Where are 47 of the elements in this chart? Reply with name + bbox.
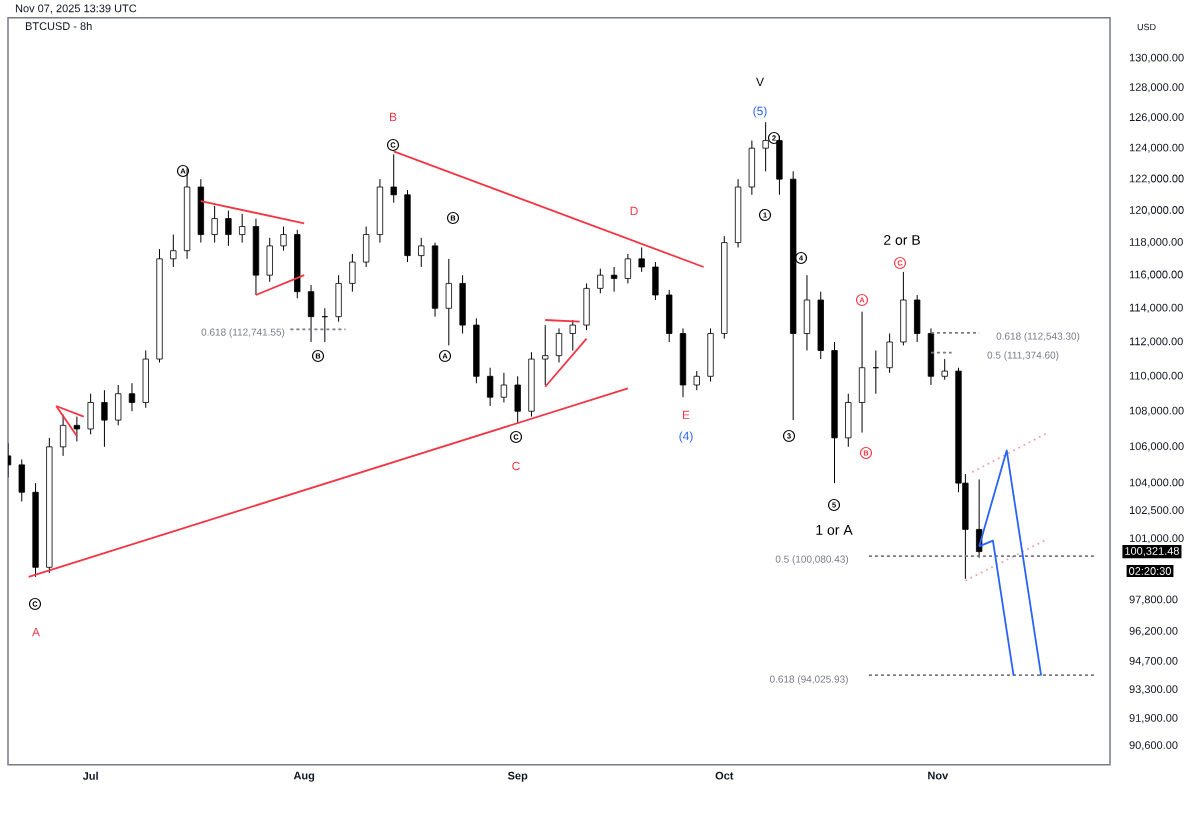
annotation: (5): [753, 106, 767, 118]
y-tick-label: 91,900.00: [1129, 714, 1178, 724]
y-axis-title: USD: [1137, 23, 1156, 31]
x-tick-label: Jul: [82, 771, 98, 780]
y-tick-label: 116,000.00: [1129, 270, 1183, 280]
y-tick-label: 102,500.00: [1129, 506, 1184, 516]
chart-title: BTCUSD - 8h: [25, 21, 92, 31]
annotation: 0.5 (100,080.43): [775, 555, 849, 565]
y-tick-label: 118,000.00: [1129, 238, 1183, 248]
x-tick-label: Aug: [293, 771, 315, 782]
y-tick-label: 96,200.00: [1129, 626, 1178, 637]
y-tick-label: 122,000.00: [1129, 174, 1184, 184]
y-tick-label: 100,321.48: [1125, 547, 1179, 557]
y-tick-label: 93,300.00: [1129, 685, 1178, 695]
annotation: C: [512, 461, 520, 471]
y-tick-label: 104,000.00: [1129, 478, 1184, 488]
y-tick-label: 97,800.00: [1129, 595, 1178, 605]
y-tick-label: 110,000.00: [1129, 371, 1183, 381]
text: 02:20:30: [1129, 567, 1171, 575]
y-tick-label: 112,000.00: [1129, 337, 1183, 347]
y-tick-label: 114,000.00: [1129, 303, 1183, 313]
annotation: A: [32, 627, 40, 637]
chart-subtitle: Nov 07, 2025 13:39 UTC: [15, 4, 137, 14]
x-tick-label: Sep: [507, 771, 528, 782]
annotation: (4): [679, 431, 693, 443]
annotation: 0.618 (94,025.93): [769, 675, 848, 685]
x-tick-label: Oct: [715, 771, 734, 780]
annotation: 0.5 (111,374.60): [987, 351, 1059, 361]
y-tick-label: 128,000.00: [1129, 83, 1184, 93]
annotation: 1 or A: [816, 525, 853, 535]
annotation: 0.618 (112,543.30): [996, 332, 1080, 342]
y-tick-label: 101,000.00: [1129, 534, 1184, 544]
y-tick-label: 94,700.00: [1129, 656, 1178, 666]
y-tick-label: 90,600.00: [1129, 741, 1178, 751]
y-tick-label: 126,000.00: [1129, 113, 1184, 123]
y-tick-label: 120,000.00: [1129, 206, 1184, 216]
y-tick-label: 130,000.00: [1129, 53, 1184, 63]
y-tick-label: 106,000.00: [1129, 442, 1184, 452]
annotation: B: [390, 112, 397, 122]
annotation: D: [630, 206, 638, 216]
annotation: 0.618 (112,741.55): [201, 328, 285, 338]
annotation: E: [683, 410, 690, 420]
annotation: 2 or B: [884, 235, 920, 245]
x-tick-label: Nov: [928, 771, 949, 780]
y-tick-label: 108,000.00: [1129, 406, 1184, 416]
annotation: V: [756, 77, 764, 87]
y-tick-label: 124,000.00: [1129, 143, 1184, 153]
